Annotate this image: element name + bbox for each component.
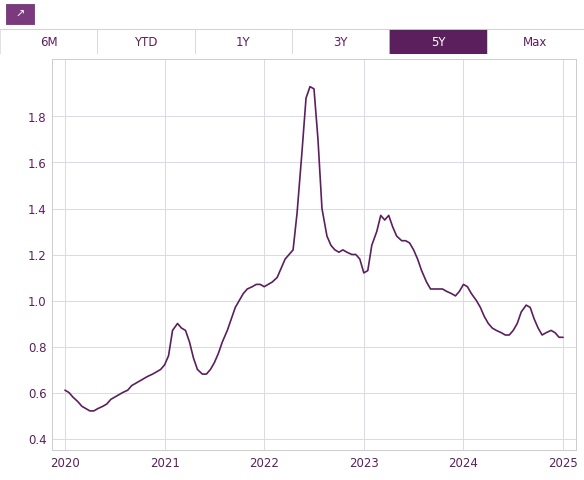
Bar bbox=[5, 4, 35, 26]
Text: 3Y: 3Y bbox=[333, 36, 348, 49]
Bar bbox=[486, 30, 584, 55]
Bar bbox=[194, 30, 292, 55]
Text: 1Y: 1Y bbox=[236, 36, 251, 49]
Text: ↗: ↗ bbox=[15, 10, 25, 20]
Text: 6M: 6M bbox=[40, 36, 57, 49]
Bar bbox=[292, 30, 390, 55]
Bar bbox=[390, 30, 486, 55]
Bar bbox=[98, 30, 194, 55]
Text: 5Y: 5Y bbox=[431, 36, 445, 49]
Text: YTD: YTD bbox=[134, 36, 158, 49]
Bar bbox=[0, 30, 98, 55]
Text: United States 304/304L-Coil NAS Surcharge ($): United States 304/304L-Coil NAS Surcharg… bbox=[143, 8, 488, 23]
Text: Max: Max bbox=[523, 36, 548, 49]
